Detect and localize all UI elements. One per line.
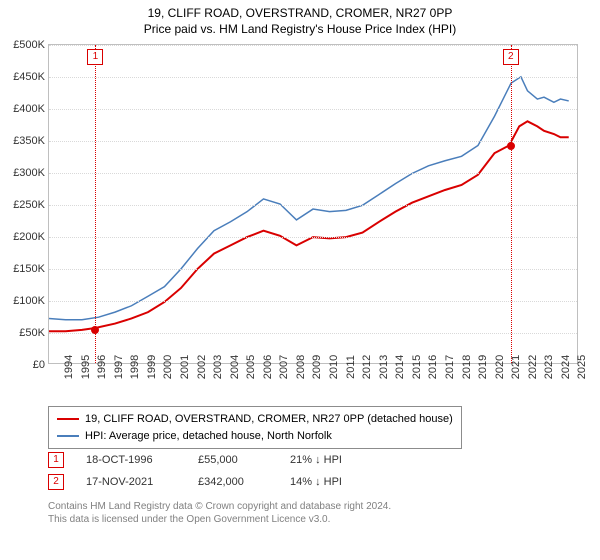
legend: 19, CLIFF ROAD, OVERSTRAND, CROMER, NR27… bbox=[48, 406, 462, 449]
event-line bbox=[95, 45, 96, 363]
x-tick-label: 2025 bbox=[562, 355, 588, 379]
line-series-layer bbox=[49, 45, 577, 363]
sale-marker: 2 bbox=[48, 474, 64, 490]
y-tick-label: £400K bbox=[13, 103, 45, 115]
sale-date: 18-OCT-1996 bbox=[86, 454, 176, 466]
y-tick-label: £100K bbox=[13, 295, 45, 307]
chart-subtitle: Price paid vs. HM Land Registry's House … bbox=[0, 22, 600, 42]
y-tick-label: £0 bbox=[33, 359, 45, 371]
gridline bbox=[49, 173, 577, 174]
y-tick-label: £450K bbox=[13, 71, 45, 83]
plot-area: £0£50K£100K£150K£200K£250K£300K£350K£400… bbox=[48, 44, 578, 364]
sale-row: 2 17-NOV-2021 £342,000 14% ↓ HPI bbox=[48, 474, 380, 490]
y-tick-label: £150K bbox=[13, 263, 45, 275]
sale-point bbox=[507, 142, 515, 150]
sale-row: 1 18-OCT-1996 £55,000 21% ↓ HPI bbox=[48, 452, 380, 468]
footer-line1: Contains HM Land Registry data © Crown c… bbox=[48, 500, 391, 513]
y-tick-label: £500K bbox=[13, 39, 45, 51]
sale-price: £55,000 bbox=[198, 454, 268, 466]
gridline bbox=[49, 141, 577, 142]
gridline bbox=[49, 333, 577, 334]
gridline bbox=[49, 77, 577, 78]
gridline bbox=[49, 269, 577, 270]
y-tick-label: £250K bbox=[13, 199, 45, 211]
sale-delta: 14% ↓ HPI bbox=[290, 476, 380, 488]
sale-marker: 1 bbox=[48, 452, 64, 468]
chart-title: 19, CLIFF ROAD, OVERSTRAND, CROMER, NR27… bbox=[0, 0, 600, 22]
gridline bbox=[49, 205, 577, 206]
event-line bbox=[511, 45, 512, 363]
legend-item: 19, CLIFF ROAD, OVERSTRAND, CROMER, NR27… bbox=[57, 411, 453, 428]
event-marker: 2 bbox=[503, 49, 519, 65]
sale-price: £342,000 bbox=[198, 476, 268, 488]
series-property bbox=[49, 121, 569, 331]
sale-date: 17-NOV-2021 bbox=[86, 476, 176, 488]
y-tick-label: £300K bbox=[13, 167, 45, 179]
y-tick-label: £200K bbox=[13, 231, 45, 243]
series-hpi bbox=[49, 77, 569, 320]
gridline bbox=[49, 45, 577, 46]
gridline bbox=[49, 237, 577, 238]
event-marker: 1 bbox=[87, 49, 103, 65]
legend-swatch bbox=[57, 435, 79, 437]
legend-swatch bbox=[57, 418, 79, 420]
y-tick-label: £350K bbox=[13, 135, 45, 147]
gridline bbox=[49, 301, 577, 302]
y-tick-label: £50K bbox=[19, 327, 45, 339]
sales-table: 1 18-OCT-1996 £55,000 21% ↓ HPI 2 17-NOV-2021… bbox=[48, 452, 380, 496]
footer-attribution: Contains HM Land Registry data © Crown c… bbox=[48, 500, 391, 526]
sale-point bbox=[91, 326, 99, 334]
legend-item: HPI: Average price, detached house, Nort… bbox=[57, 428, 453, 445]
gridline bbox=[49, 109, 577, 110]
sale-delta: 21% ↓ HPI bbox=[290, 454, 380, 466]
footer-line2: This data is licensed under the Open Gov… bbox=[48, 513, 391, 526]
legend-label: HPI: Average price, detached house, Nort… bbox=[85, 428, 332, 445]
legend-label: 19, CLIFF ROAD, OVERSTRAND, CROMER, NR27… bbox=[85, 411, 453, 428]
